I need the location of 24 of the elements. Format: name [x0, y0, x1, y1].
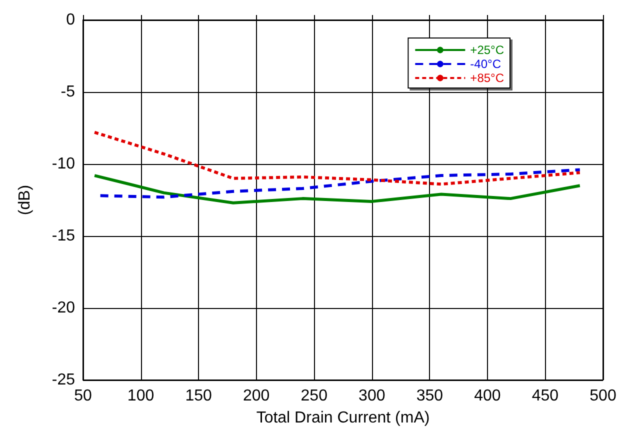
line-series — [93, 130, 582, 186]
x-tick-label: 500 — [590, 388, 616, 404]
line-series — [93, 174, 582, 204]
y-tick-label: -15 — [52, 228, 76, 244]
legend-label: -40°C — [470, 57, 502, 71]
x-tick-label: 350 — [416, 388, 444, 404]
line-series — [98, 168, 582, 199]
legend-label: +25°C — [470, 43, 504, 57]
x-tick-label: 250 — [300, 388, 328, 404]
y-tick-label: 0 — [66, 12, 76, 28]
y-tick-label: -25 — [52, 372, 76, 388]
y-tick-label: -5 — [60, 84, 76, 100]
x-tick-label: 400 — [474, 388, 501, 404]
x-tick-label: 150 — [185, 388, 212, 404]
x-tick-label: 300 — [358, 388, 386, 404]
x-tick-label: 200 — [242, 388, 270, 404]
legend-label: +85°C — [470, 71, 504, 85]
y-tick-label: -20 — [52, 300, 76, 316]
x-axis-title: Total Drain Current (mA) — [256, 410, 430, 426]
x-tick-label: 100 — [127, 388, 154, 404]
y-axis-title: (dB) — [16, 184, 34, 216]
y-tick-label: -10 — [52, 156, 76, 172]
x-tick-label: 50 — [74, 388, 92, 404]
x-tick-label: 450 — [532, 388, 559, 404]
